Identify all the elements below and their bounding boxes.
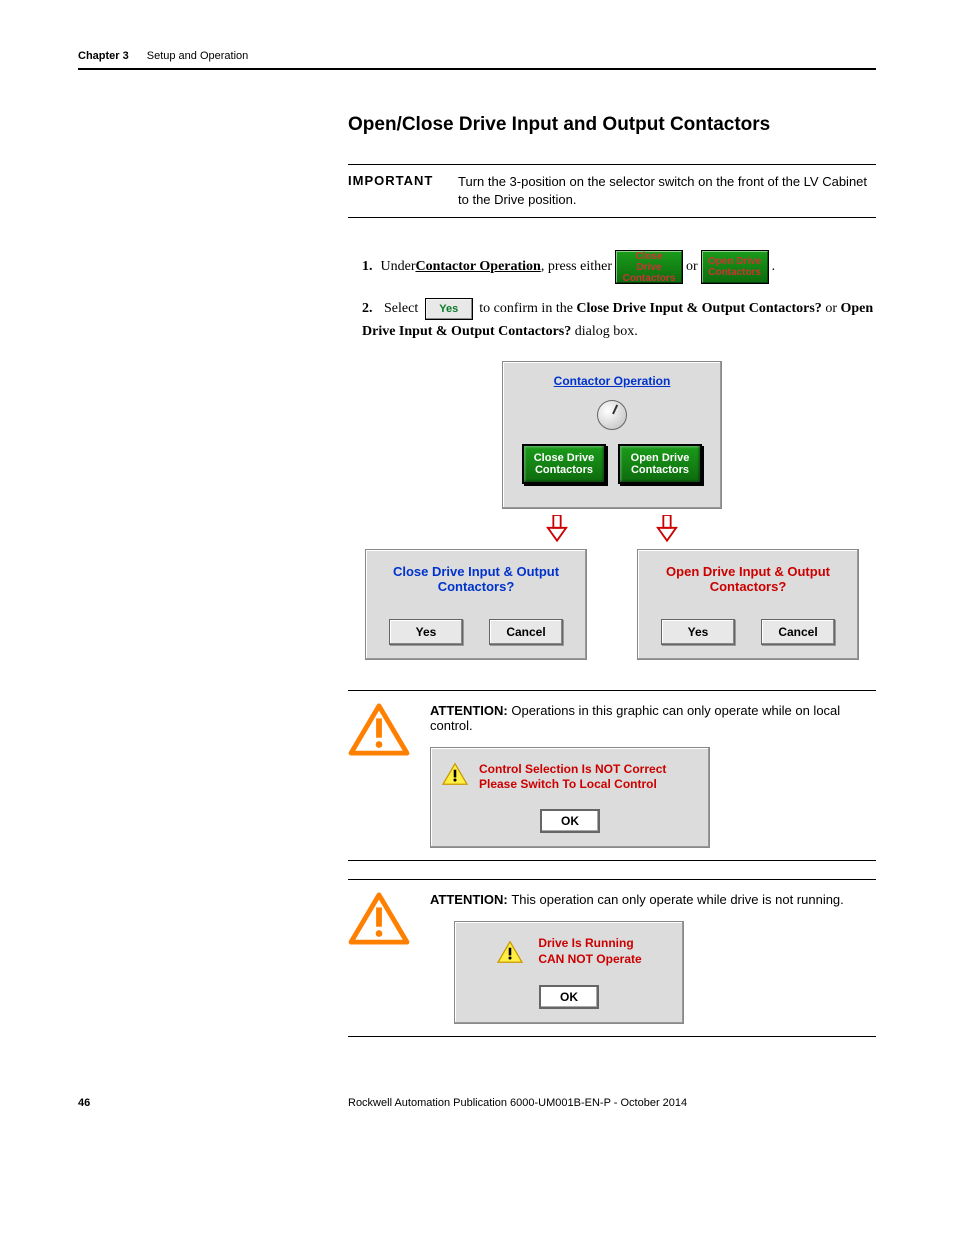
main-content: Open/Close Drive Input and Output Contac…	[348, 114, 876, 1037]
attention-label: ATTENTION:	[430, 703, 511, 718]
step-text: dialog box.	[575, 324, 638, 339]
close-drive-contactors-button[interactable]: Close Drive Contactors	[615, 250, 683, 284]
confirm-dialogs-row: Close Drive Input & Output Contactors? Y…	[348, 549, 876, 660]
open-confirm-dialog: Open Drive Input & Output Contactors? Ye…	[637, 549, 859, 660]
cancel-button[interactable]: Cancel	[761, 619, 835, 645]
attention-block-2: ATTENTION: This operation can only opera…	[348, 879, 876, 1037]
dialog-message: Control Selection Is NOT Correct Please …	[479, 762, 666, 793]
warning-icon	[496, 940, 524, 964]
publication-info: Rockwell Automation Publication 6000-UM0…	[348, 1097, 876, 1109]
step-num: 1.	[362, 256, 373, 278]
step-text: to confirm in the	[479, 301, 576, 316]
dialog-message: Drive Is Running CAN NOT Operate	[538, 936, 641, 967]
contactor-operation-panel: Contactor Operation Close Drive Contacto…	[502, 361, 722, 509]
contactor-operation-link: Contactor Operation	[416, 256, 541, 278]
control-selection-dialog: Control Selection Is NOT Correct Please …	[430, 747, 710, 848]
dialog-row: Control Selection Is NOT Correct Please …	[441, 762, 699, 793]
selector-dial-icon	[597, 400, 627, 430]
step-text: or	[825, 301, 840, 316]
steps-list: 1. Under Contactor Operation , press eit…	[362, 250, 876, 343]
important-box: IMPORTANT Turn the 3-position on the sel…	[348, 164, 876, 218]
open-drive-contactors-button[interactable]: Open Drive Contactors	[618, 444, 702, 484]
yes-button-inline[interactable]: Yes	[425, 298, 473, 320]
close-drive-contactors-button[interactable]: Close Drive Contactors	[522, 444, 606, 484]
section-title: Open/Close Drive Input and Output Contac…	[348, 114, 876, 136]
attention-icon	[348, 703, 410, 848]
yes-button[interactable]: Yes	[661, 619, 735, 645]
chapter-label: Chapter 3	[78, 50, 129, 62]
attention-body: ATTENTION: This operation can only opera…	[430, 892, 876, 1024]
step-text: Select	[384, 301, 422, 316]
open-drive-contactors-button[interactable]: Open Drive Contactors	[701, 250, 769, 284]
step-2: 2. Select Yes to confirm in the Close Dr…	[362, 298, 876, 343]
dialog-row: Drive Is Running CAN NOT Operate	[465, 936, 673, 967]
important-label: IMPORTANT	[348, 173, 458, 209]
step-text: Under	[381, 256, 416, 278]
attention-text: ATTENTION: Operations in this graphic ca…	[430, 703, 876, 733]
panel-title: Contactor Operation	[511, 374, 713, 388]
ok-button[interactable]: OK	[540, 809, 600, 833]
step-bold: Close Drive Input & Output Contactors?	[576, 301, 821, 316]
warning-icon	[441, 762, 469, 786]
attention-body: ATTENTION: Operations in this graphic ca…	[430, 703, 876, 848]
page-footer: 46 Rockwell Automation Publication 6000-…	[78, 1097, 876, 1109]
cancel-button[interactable]: Cancel	[489, 619, 563, 645]
page-header: Chapter 3 Setup and Operation	[78, 50, 876, 70]
down-arrow-icon	[546, 515, 568, 543]
dialog-buttons: Yes Cancel	[376, 619, 576, 645]
dialog-title: Close Drive Input & Output Contactors?	[376, 564, 576, 595]
down-arrow-icon	[656, 515, 678, 543]
step-text: .	[772, 256, 776, 278]
step-num: 2.	[362, 301, 373, 316]
page-number: 46	[78, 1097, 348, 1109]
step-text: or	[686, 256, 698, 278]
step-text: , press either	[541, 256, 612, 278]
close-confirm-dialog: Close Drive Input & Output Contactors? Y…	[365, 549, 587, 660]
step-1: 1. Under Contactor Operation , press eit…	[362, 250, 876, 284]
yes-button[interactable]: Yes	[389, 619, 463, 645]
attention-block-1: ATTENTION: Operations in this graphic ca…	[348, 690, 876, 861]
panel-buttons: Close Drive Contactors Open Drive Contac…	[511, 444, 713, 484]
arrows-row	[502, 515, 722, 543]
chapter-title: Setup and Operation	[147, 50, 249, 62]
attention-icon	[348, 892, 410, 1024]
important-text: Turn the 3-position on the selector swit…	[458, 173, 876, 209]
dialog-buttons: Yes Cancel	[648, 619, 848, 645]
attention-label: ATTENTION:	[430, 892, 511, 907]
ok-button[interactable]: OK	[539, 985, 599, 1009]
drive-running-dialog: Drive Is Running CAN NOT Operate OK	[454, 921, 684, 1024]
dialog-title: Open Drive Input & Output Contactors?	[648, 564, 848, 595]
attention-msg: This operation can only operate while dr…	[511, 892, 843, 907]
attention-text: ATTENTION: This operation can only opera…	[430, 892, 876, 907]
